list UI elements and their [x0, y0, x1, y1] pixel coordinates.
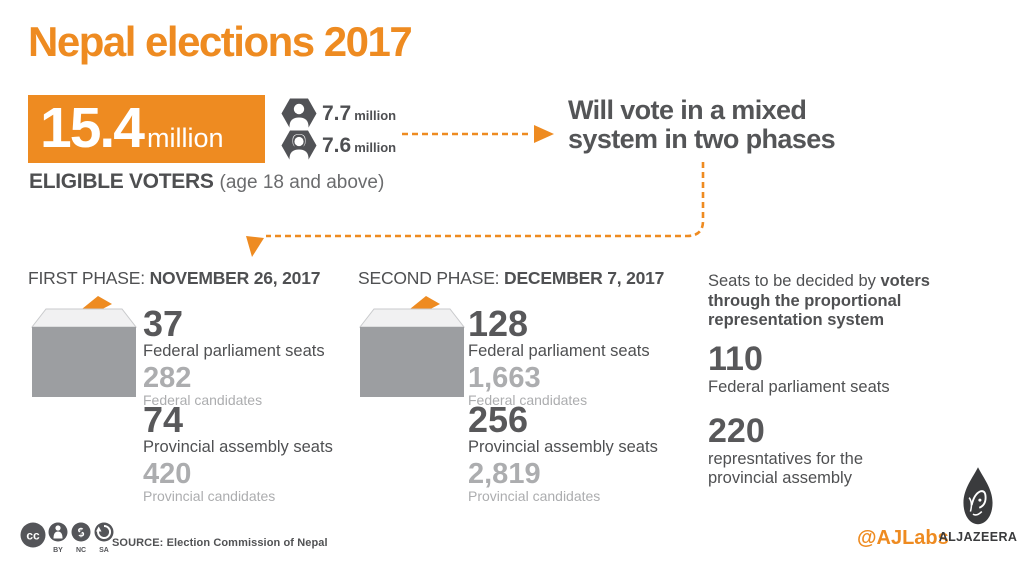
- stat-value: 110: [708, 340, 763, 378]
- stat-label: Provincial assembly seats: [143, 438, 333, 456]
- phase1-provincial-stat: 74 Provincial assembly seats 420 Provinc…: [143, 399, 333, 504]
- stat-label: Federal parliament seats: [708, 378, 890, 396]
- cc-icon: cc: [20, 522, 46, 548]
- male-voter-icon: [281, 98, 317, 129]
- stat-sublabel: Provincial candidates: [143, 488, 276, 504]
- male-voters-unit: million: [354, 108, 397, 123]
- stat-label: Federal parliament seats: [143, 342, 325, 360]
- phase2-label: SECOND PHASE:: [358, 268, 500, 288]
- phase2-federal-stat: 128 Federal parliament seats 1,663 Feder…: [468, 303, 650, 408]
- svg-text:NC: NC: [76, 547, 86, 554]
- stat-value: 220: [708, 412, 765, 450]
- stat-label: represntatives for the provincial assemb…: [708, 450, 863, 487]
- aljazeera-wordmark: ALJAZEERA: [938, 530, 1018, 544]
- proportional-provincial-stat: 220 represntatives for the provincial as…: [708, 414, 893, 488]
- cc-by-icon: BY: [48, 522, 68, 554]
- arrow-to-mixed-note: [402, 125, 554, 143]
- phase2-date: DECEMBER 7, 2017: [504, 268, 665, 288]
- proportional-intro-bold: voters through the proportional represen…: [708, 272, 930, 329]
- stat-sublabel: Provincial candidates: [468, 488, 601, 504]
- stat-sublabel: Federal candidates: [468, 392, 588, 408]
- eligible-voters-label: ELIGIBLE VOTERS: [29, 170, 214, 193]
- aljazeera-logo: ALJAZEERA: [938, 466, 1018, 544]
- stat-label: Federal parliament seats: [468, 342, 650, 360]
- male-voters-row: 7.7 million: [281, 98, 396, 129]
- eligible-total-unit: million: [146, 123, 224, 153]
- proportional-intro-regular: Seats to be decided by: [708, 272, 881, 290]
- stat-sublabel: Federal candidates: [143, 392, 263, 408]
- ballot-box-icon: [28, 296, 140, 398]
- phase1-label: FIRST PHASE:: [28, 268, 145, 288]
- ballot-box-icon: [356, 296, 468, 398]
- svg-text:BY: BY: [53, 547, 63, 554]
- svg-text:SA: SA: [99, 547, 109, 554]
- ajlabs-credit: @AJLabs: [857, 527, 949, 549]
- source-text: SOURCE: Election Commission of Nepal: [112, 537, 328, 549]
- stat-value: 128: [468, 303, 529, 344]
- proportional-intro: Seats to be decided by voters through th…: [708, 272, 953, 331]
- eligible-voters-age-note: (age 18 and above): [219, 172, 385, 193]
- stat-subvalue: 420: [143, 458, 192, 490]
- phase2-provincial-stat: 256 Provincial assembly seats 2,819 Prov…: [468, 399, 658, 504]
- phase1-federal-stat: 37 Federal parliament seats 282 Federal …: [143, 303, 325, 408]
- female-voter-icon: [281, 130, 317, 161]
- phase1-date: NOVEMBER 26, 2017: [149, 268, 321, 288]
- eligible-total-number: 15.4: [40, 96, 145, 160]
- cc-license-badge: cc BY $ NC SA: [20, 520, 120, 554]
- stat-label: Provincial assembly seats: [468, 438, 658, 456]
- stat-value: 74: [143, 399, 184, 440]
- eligible-voters-caption: ELIGIBLE VOTERS (age 18 and above): [29, 170, 384, 194]
- mixed-system-note: Will vote in a mixed system in two phase…: [568, 95, 836, 154]
- proportional-federal-stat: 110 Federal parliament seats: [708, 342, 890, 397]
- stat-subvalue: 2,819: [468, 458, 541, 490]
- female-voters-unit: million: [354, 140, 397, 155]
- mixed-system-note-line1: Will vote in a mixed: [568, 95, 807, 125]
- male-voters-value: 7.7: [322, 101, 352, 125]
- phase2-header: SECOND PHASE: DECEMBER 7, 2017: [358, 268, 664, 289]
- page-title: Nepal elections 2017: [28, 18, 413, 65]
- stat-value: 256: [468, 399, 529, 440]
- mixed-system-note-line2: system in two phases: [568, 124, 836, 154]
- svg-text:cc: cc: [26, 529, 40, 543]
- stat-value: 37: [143, 303, 184, 344]
- stat-subvalue: 1,663: [468, 362, 541, 394]
- stat-subvalue: 282: [143, 362, 192, 394]
- female-voters-row: 7.6 million: [281, 130, 396, 161]
- phase1-header: FIRST PHASE: NOVEMBER 26, 2017: [28, 268, 320, 289]
- eligible-voters-total-box: 15.4 million: [28, 95, 265, 163]
- cc-sa-icon: SA: [94, 522, 114, 554]
- cc-nc-icon: $ NC: [71, 522, 91, 554]
- aljazeera-flame-icon: [963, 467, 993, 525]
- female-voters-value: 7.6: [322, 133, 352, 157]
